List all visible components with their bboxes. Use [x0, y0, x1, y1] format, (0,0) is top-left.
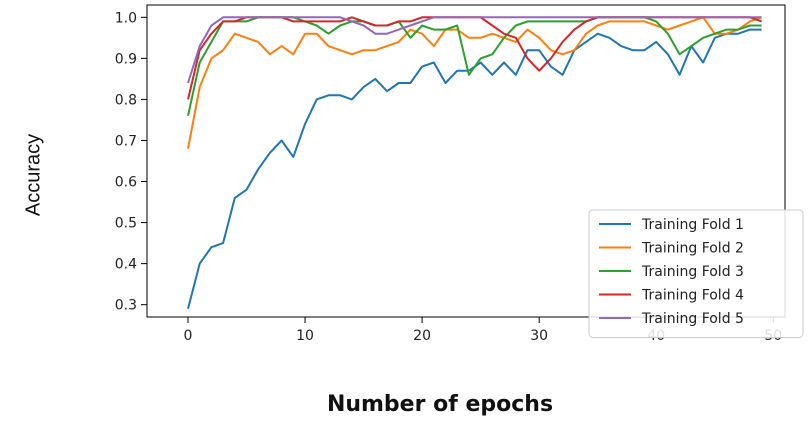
legend: Training Fold 1 Training Fold 2 Training F…	[588, 209, 804, 338]
y-tick-label: 1.0	[115, 10, 137, 26]
y-tick-label: 0.4	[115, 257, 137, 273]
y-tick-label: 0.6	[115, 175, 137, 191]
y-tick-label: 0.3	[115, 298, 137, 314]
y-axis-ticks: 0.3 0.4 0.5 0.6 0.7 0.8 0.9 1.0	[115, 10, 147, 314]
y-axis-label-box: Accuracy	[10, 120, 58, 230]
series-line-fold-2	[187, 16, 762, 149]
series-line-fold-5	[187, 16, 762, 84]
x-axis-label: Number of epochs	[326, 392, 554, 417]
y-tick-label: 0.7	[115, 133, 137, 149]
series-lines	[187, 16, 762, 310]
y-axis-label: Accuracy	[22, 133, 45, 217]
legend-label: Training Fold 3	[641, 264, 744, 280]
x-tick-label: 20	[413, 328, 431, 344]
y-tick-label: 0.8	[115, 92, 137, 108]
plot-area	[146, 4, 786, 318]
y-tick-label: 0.5	[115, 216, 137, 232]
x-tick-label: 30	[530, 328, 548, 344]
legend-label: Training Fold 4	[641, 288, 744, 304]
x-tick-label: 10	[296, 328, 314, 344]
y-tick-label: 0.9	[115, 51, 137, 67]
legend-label: Training Fold 1	[641, 217, 744, 233]
series-line-fold-4	[187, 16, 762, 100]
legend-label: Training Fold 5	[641, 311, 744, 327]
legend-box	[588, 209, 804, 338]
x-tick-label: 0	[184, 328, 193, 344]
legend-label: Training Fold 2	[641, 241, 744, 257]
